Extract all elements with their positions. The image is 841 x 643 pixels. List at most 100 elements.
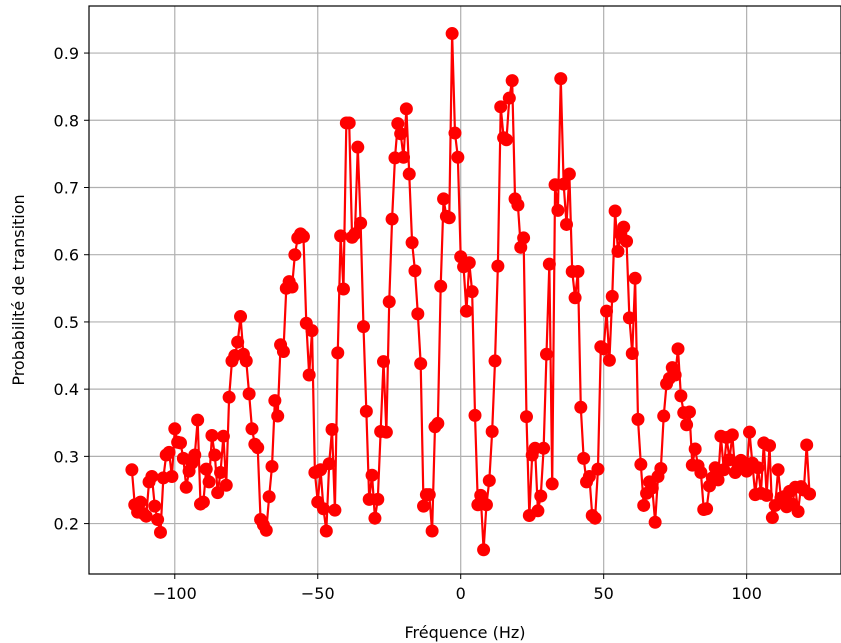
data-point: [654, 461, 668, 475]
data-point: [242, 387, 256, 401]
x-tick-label: 50: [593, 584, 613, 603]
y-axis-label: Probabilité de transition: [9, 194, 28, 385]
data-point: [231, 335, 245, 349]
y-tick-label: 0.2: [54, 515, 79, 534]
data-point: [760, 488, 774, 502]
data-point: [717, 463, 731, 477]
data-point: [394, 127, 408, 141]
data-point: [622, 311, 636, 325]
data-point: [162, 445, 176, 459]
data-point: [205, 429, 219, 443]
data-point: [634, 457, 648, 471]
data-point: [268, 394, 282, 408]
data-point: [285, 280, 299, 294]
data-point: [305, 324, 319, 338]
data-point: [608, 204, 622, 218]
data-point: [763, 439, 777, 453]
data-point: [562, 167, 576, 181]
data-point: [234, 310, 248, 324]
data-point: [462, 256, 476, 270]
data-point: [682, 405, 696, 419]
data-point: [571, 265, 585, 279]
data-point: [437, 192, 451, 206]
data-point: [245, 422, 259, 436]
data-point: [554, 72, 568, 86]
data-point: [511, 198, 525, 212]
y-tick-label: 0.9: [54, 44, 79, 63]
data-point: [591, 462, 605, 476]
data-point: [491, 259, 505, 273]
data-point: [482, 474, 496, 488]
data-point: [631, 412, 645, 426]
data-point: [371, 492, 385, 506]
data-point: [382, 295, 396, 309]
data-point: [725, 428, 739, 442]
x-tick-label: 0: [456, 584, 466, 603]
data-point: [803, 487, 817, 501]
data-point: [331, 346, 345, 360]
data-point: [637, 498, 651, 512]
data-point: [214, 466, 228, 479]
x-tick-label: 100: [731, 584, 762, 603]
data-point: [377, 355, 391, 369]
data-point: [771, 463, 785, 477]
data-point: [711, 473, 725, 487]
data-point: [479, 498, 493, 512]
data-point: [700, 502, 714, 516]
data-point: [365, 468, 379, 482]
data-point: [125, 463, 139, 477]
data-point: [531, 504, 545, 518]
data-point: [519, 410, 533, 424]
data-point: [459, 304, 473, 318]
data-point: [342, 116, 356, 130]
data-point: [577, 451, 591, 465]
data-point: [397, 150, 411, 164]
data-point: [356, 320, 370, 334]
data-point: [148, 499, 162, 513]
y-tick-label: 0.7: [54, 178, 79, 197]
data-point: [325, 422, 339, 436]
data-point: [445, 27, 459, 41]
data-point: [379, 425, 393, 439]
data-point: [448, 126, 462, 140]
data-point: [348, 227, 362, 241]
data-point: [288, 248, 302, 262]
y-tick-label: 0.6: [54, 246, 79, 265]
data-point: [336, 282, 350, 296]
data-point: [405, 236, 419, 250]
data-point: [302, 368, 316, 382]
data-point: [165, 470, 179, 484]
data-point: [385, 212, 399, 226]
data-point: [411, 307, 425, 321]
data-point: [477, 543, 491, 557]
data-point: [588, 511, 602, 525]
data-point: [568, 291, 582, 305]
data-point: [434, 279, 448, 293]
data-point: [551, 203, 565, 217]
data-point: [617, 220, 631, 234]
data-point: [600, 304, 614, 318]
data-point: [222, 390, 236, 404]
data-point: [694, 466, 708, 479]
data-point: [351, 140, 365, 154]
data-point: [174, 436, 187, 450]
x-tick-label: −100: [153, 584, 197, 603]
data-point: [542, 257, 556, 271]
data-point: [791, 504, 805, 518]
data-point: [485, 425, 499, 438]
y-tick-label: 0.5: [54, 313, 79, 332]
data-point: [251, 441, 265, 455]
data-point: [722, 453, 736, 467]
data-point: [153, 525, 167, 539]
data-point: [402, 167, 416, 181]
data-point: [296, 230, 310, 244]
data-point: [465, 285, 479, 299]
data-point: [582, 470, 596, 484]
data-point: [168, 422, 182, 436]
data-point: [271, 409, 285, 423]
data-point: [425, 524, 439, 538]
x-tick-label: −50: [301, 584, 335, 603]
data-point: [628, 271, 642, 285]
data-point: [179, 480, 193, 494]
data-point: [611, 244, 625, 258]
